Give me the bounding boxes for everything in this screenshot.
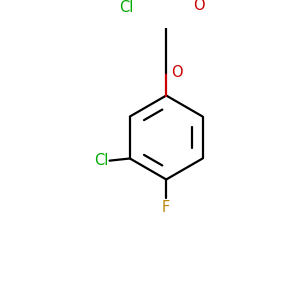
Text: F: F [162,200,170,215]
Text: O: O [171,65,183,80]
Text: Cl: Cl [119,0,134,15]
Text: O: O [193,0,205,13]
Text: Cl: Cl [94,153,108,168]
